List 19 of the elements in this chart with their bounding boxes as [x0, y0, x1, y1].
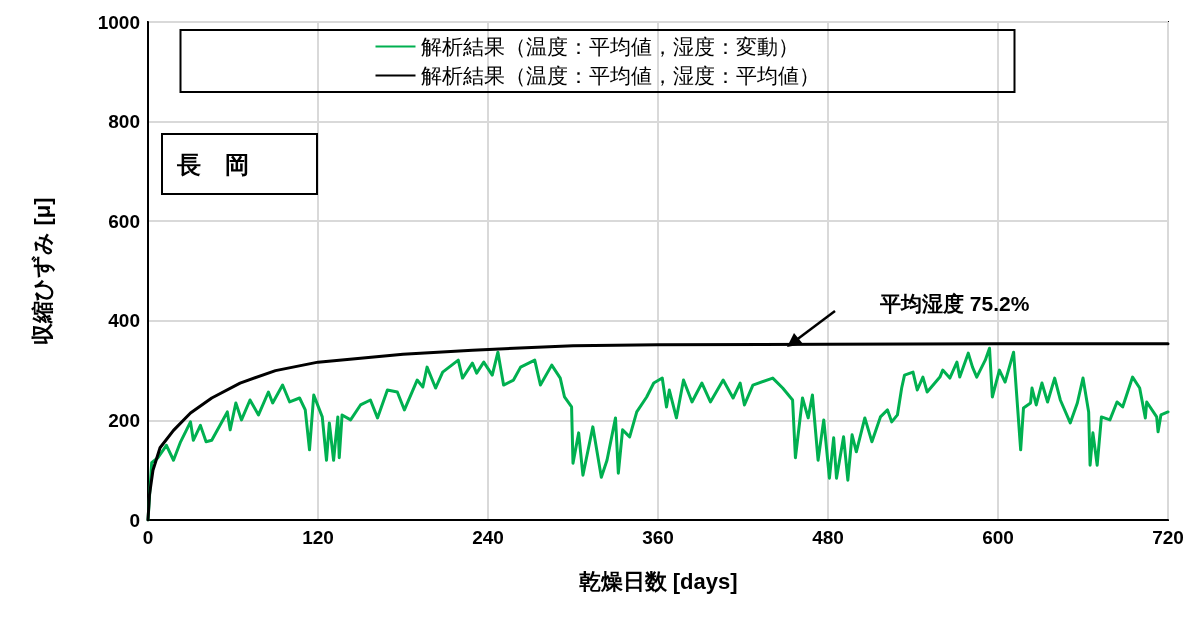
y-tick-label: 400 [108, 310, 140, 332]
x-tick-label: 240 [472, 527, 504, 548]
y-tick-label: 800 [108, 111, 140, 133]
x-tick-label: 720 [1152, 527, 1184, 548]
y-axis-title: 収縮ひずみ [μ] [29, 197, 56, 345]
y-tick-label: 1000 [97, 11, 140, 33]
x-axis-title: 乾燥日数 [days] [578, 568, 738, 594]
y-tick-label: 200 [108, 409, 140, 431]
y-tick-label: 600 [108, 210, 140, 232]
annotation: 平均湿度 75.2% [879, 291, 1030, 315]
legend-label: 解析結果（温度：平均値，湿度：変動） [420, 35, 799, 58]
x-tick-label: 480 [812, 527, 844, 548]
y-tick-label: 0 [129, 509, 140, 531]
x-tick-label: 360 [642, 527, 674, 548]
annotation: 長 岡 [176, 150, 249, 178]
x-tick-label: 0 [142, 527, 154, 548]
legend-label: 解析結果（温度：平均値，湿度：平均値） [420, 64, 820, 87]
x-tick-label: 120 [302, 527, 334, 548]
x-tick-label: 600 [982, 527, 1014, 548]
